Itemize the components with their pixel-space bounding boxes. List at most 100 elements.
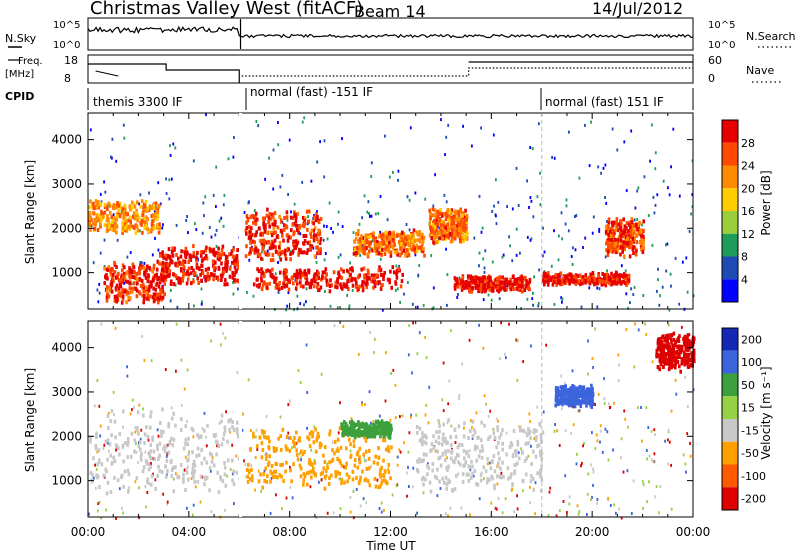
range-gate-cell <box>501 428 504 433</box>
range-gate-cell <box>273 238 277 243</box>
range-gate-cell <box>250 226 253 231</box>
range-gate-cell <box>127 472 131 477</box>
range-gate-cell <box>487 462 489 466</box>
range-gate-cell <box>352 423 355 428</box>
range-gate-cell <box>90 479 94 484</box>
range-gate-cell <box>390 235 394 240</box>
range-gate-cell <box>263 216 267 221</box>
range-gate-cell <box>355 232 358 236</box>
range-gate-cell <box>529 436 532 441</box>
range-gate-cell <box>615 277 619 282</box>
range-gate-cell <box>231 443 234 447</box>
range-gate-cell <box>115 217 119 222</box>
range-gate-cell <box>392 170 394 174</box>
range-gate-cell <box>283 268 286 273</box>
range-gate-cell <box>421 436 424 441</box>
range-gate-cell <box>302 284 305 289</box>
range-gate-cell <box>384 230 387 235</box>
range-gate-cell <box>265 285 269 290</box>
range-gate-cell <box>496 425 499 430</box>
range-gate-cell <box>377 455 380 460</box>
range-gate-cell <box>434 439 438 444</box>
range-gate-cell <box>425 435 428 440</box>
range-gate-cell <box>372 276 375 281</box>
range-gate-cell <box>606 280 610 284</box>
range-gate-cell <box>670 463 672 467</box>
range-gate-cell <box>433 208 437 213</box>
range-gate-cell <box>168 178 171 182</box>
range-gate-cell <box>499 432 503 437</box>
range-gate-cell <box>375 251 378 256</box>
range-gate-cell <box>351 430 354 435</box>
range-gate-cell <box>363 194 366 198</box>
range-gate-cell <box>522 489 524 493</box>
range-gate-cell <box>343 431 346 436</box>
range-gate-cell <box>305 287 308 291</box>
range-gate-cell <box>461 479 465 484</box>
range-gate-cell <box>515 166 518 170</box>
range-gate-cell <box>271 222 274 227</box>
range-gate-cell <box>317 276 320 280</box>
range-gate-cell <box>465 283 468 287</box>
range-gate-cell <box>164 368 167 371</box>
range-gate-cell <box>409 126 412 130</box>
range-gate-cell <box>380 421 383 426</box>
range-gate-cell <box>166 263 170 268</box>
range-gate-cell <box>318 231 322 236</box>
range-gate-cell <box>487 293 490 297</box>
range-gate-cell <box>370 279 373 284</box>
range-gate-cell <box>557 258 560 262</box>
range-gate-cell <box>617 276 621 280</box>
range-gate-cell <box>619 236 623 241</box>
range-gate-cell <box>605 272 609 277</box>
range-gate-cell <box>508 322 510 326</box>
range-gate-cell <box>363 246 366 251</box>
range-gate-cell <box>144 288 147 293</box>
range-gate-cell <box>148 482 151 486</box>
range-gate-cell <box>340 275 344 280</box>
range-gate-cell <box>312 278 316 283</box>
range-gate-cell <box>454 217 457 222</box>
range-gate-cell <box>472 474 475 478</box>
range-gate-cell <box>513 277 516 282</box>
range-gate-cell <box>296 211 300 216</box>
range-gate-cell <box>225 255 229 260</box>
range-gate-cell <box>496 285 499 290</box>
range-gate-cell <box>146 279 150 284</box>
range-gate-cell <box>518 287 522 292</box>
range-gate-cell <box>262 272 266 277</box>
range-gate-cell <box>186 251 189 256</box>
range-gate-cell <box>124 279 128 284</box>
range-gate-cell <box>206 271 210 276</box>
range-gate-cell <box>339 401 341 405</box>
range-gate-cell <box>367 200 370 204</box>
range-gate-cell <box>282 273 286 278</box>
range-gate-cell <box>180 428 183 433</box>
range-gate-cell <box>571 278 575 283</box>
range-gate-cell <box>459 229 463 234</box>
range-gate-cell <box>231 458 234 463</box>
range-gate-cell <box>549 486 552 490</box>
range-gate-cell <box>492 427 495 431</box>
range-gate-cell <box>445 466 449 470</box>
range-gate-cell <box>156 293 159 298</box>
range-gate-cell <box>250 429 252 432</box>
range-gate-cell <box>248 229 252 234</box>
range-gate-cell <box>222 436 225 441</box>
range-gate-cell <box>128 227 132 231</box>
range-gate-cell <box>123 469 127 474</box>
range-gate-cell <box>551 282 555 287</box>
range-gate-cell <box>498 276 501 280</box>
range-gate-cell <box>190 266 193 270</box>
range-gate-cell <box>194 485 197 489</box>
range-gate-cell <box>406 241 410 246</box>
range-gate-cell <box>290 479 293 484</box>
range-gate-cell <box>574 281 578 286</box>
range-gate-cell <box>284 276 288 281</box>
range-gate-cell <box>539 433 543 438</box>
range-gate-cell <box>318 241 322 245</box>
range-gate-cell <box>193 469 197 474</box>
range-gate-cell <box>437 441 441 446</box>
range-gate-cell <box>306 240 310 245</box>
range-gate-cell <box>104 190 107 194</box>
